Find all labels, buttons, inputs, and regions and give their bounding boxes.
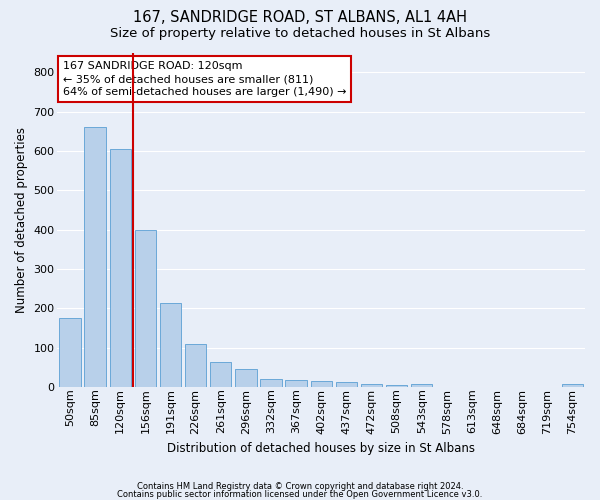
X-axis label: Distribution of detached houses by size in St Albans: Distribution of detached houses by size … xyxy=(167,442,475,455)
Bar xyxy=(185,344,206,387)
Bar xyxy=(110,149,131,387)
Bar xyxy=(562,384,583,387)
Text: 167 SANDRIDGE ROAD: 120sqm
← 35% of detached houses are smaller (811)
64% of sem: 167 SANDRIDGE ROAD: 120sqm ← 35% of deta… xyxy=(63,61,346,98)
Bar xyxy=(59,318,80,387)
Text: 167, SANDRIDGE ROAD, ST ALBANS, AL1 4AH: 167, SANDRIDGE ROAD, ST ALBANS, AL1 4AH xyxy=(133,10,467,25)
Y-axis label: Number of detached properties: Number of detached properties xyxy=(15,127,28,313)
Bar xyxy=(210,362,232,387)
Bar xyxy=(160,302,181,387)
Bar xyxy=(386,385,407,387)
Bar xyxy=(361,384,382,387)
Bar xyxy=(85,128,106,387)
Bar xyxy=(335,382,357,387)
Text: Contains HM Land Registry data © Crown copyright and database right 2024.: Contains HM Land Registry data © Crown c… xyxy=(137,482,463,491)
Bar xyxy=(411,384,433,387)
Bar xyxy=(286,380,307,387)
Text: Contains public sector information licensed under the Open Government Licence v3: Contains public sector information licen… xyxy=(118,490,482,499)
Text: Size of property relative to detached houses in St Albans: Size of property relative to detached ho… xyxy=(110,28,490,40)
Bar xyxy=(135,230,156,387)
Bar xyxy=(260,380,281,387)
Bar xyxy=(311,381,332,387)
Bar xyxy=(235,368,257,387)
